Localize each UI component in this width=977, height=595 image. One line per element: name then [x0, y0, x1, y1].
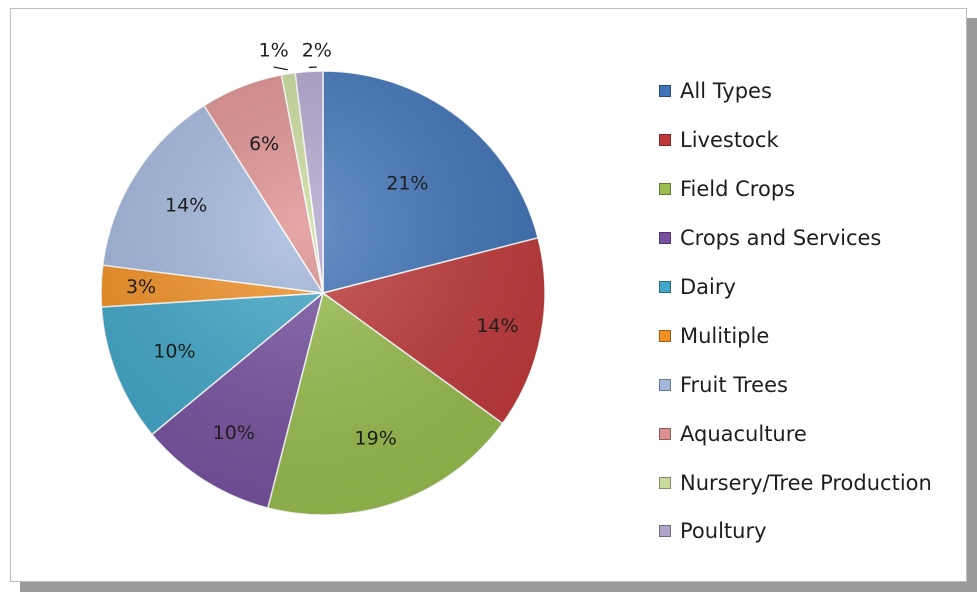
legend-label: Aquaculture	[680, 421, 807, 446]
legend-label: Fruit Trees	[680, 372, 788, 397]
legend-item: Fruit Trees	[659, 360, 932, 409]
data-label: 19%	[355, 428, 397, 450]
legend-item: Aquaculture	[659, 409, 932, 458]
legend-item: Crops and Services	[659, 214, 932, 263]
legend-label: Poultury	[680, 519, 767, 544]
data-label: 6%	[249, 133, 279, 155]
legend-label: Nursery/Tree Production	[680, 470, 932, 495]
data-label: 14%	[165, 195, 207, 217]
legend-swatch	[659, 476, 671, 489]
legend-swatch	[659, 329, 671, 342]
data-label: 21%	[386, 173, 428, 195]
legend-swatch	[659, 232, 671, 245]
legend: All Types Livestock Field Crops Crops an…	[659, 67, 932, 556]
legend-swatch	[659, 427, 671, 440]
legend-label: Livestock	[680, 128, 779, 153]
legend-label: All Types	[680, 79, 772, 104]
data-label: 10%	[153, 340, 195, 362]
chart-frame: 21% 14% 19% 10% 10% 3% 14% 6% 1% 2% All Types Liv…	[10, 8, 967, 582]
legend-swatch	[659, 281, 671, 293]
legend-swatch	[659, 85, 671, 98]
legend-label: Dairy	[680, 275, 736, 299]
legend-label: Mulitiple	[680, 323, 770, 348]
legend-item: Field Crops	[659, 165, 932, 214]
legend-label: Field Crops	[680, 177, 796, 202]
legend-swatch	[659, 134, 671, 147]
legend-item: Mulitiple	[659, 311, 932, 360]
legend-item: All Types	[659, 67, 932, 116]
legend-item: Poultury	[659, 507, 932, 556]
legend-item: Dairy	[659, 263, 932, 312]
legend-label: Crops and Services	[680, 226, 882, 251]
data-label: 10%	[213, 422, 255, 444]
legend-swatch	[659, 183, 671, 196]
legend-swatch	[659, 378, 671, 391]
data-label: 14%	[476, 315, 518, 337]
data-label: 1%	[259, 40, 289, 62]
leader-line	[273, 66, 288, 71]
legend-item: Nursery/Tree Production	[659, 458, 932, 507]
data-label: 3%	[126, 276, 156, 298]
legend-item: Livestock	[659, 116, 932, 165]
data-label: 2%	[302, 40, 332, 62]
legend-swatch	[659, 525, 671, 538]
